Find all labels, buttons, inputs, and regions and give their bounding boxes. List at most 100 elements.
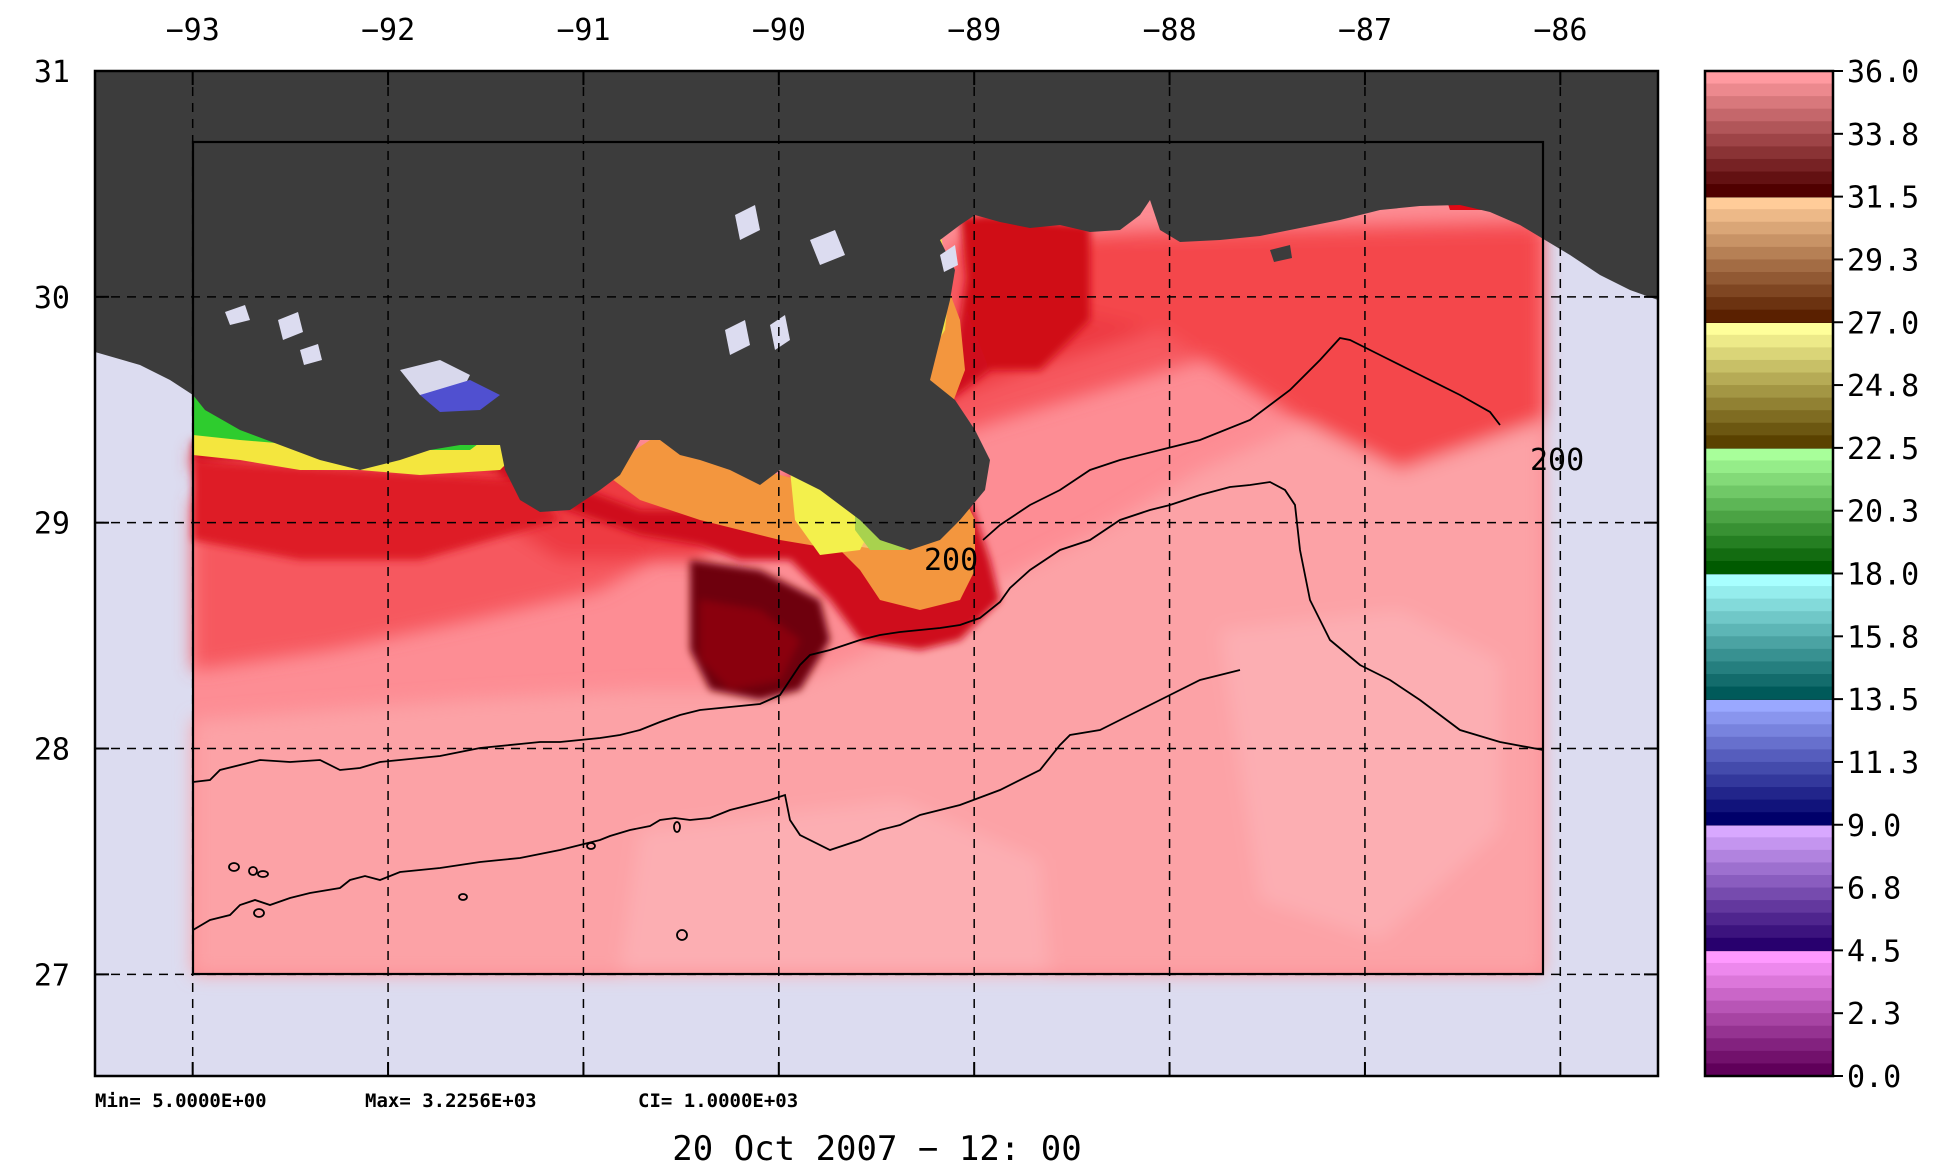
lat-tick-label: 31: [34, 55, 70, 90]
colorbar-label: 27.0: [1847, 306, 1919, 341]
lon-tick-label: −89: [947, 13, 1001, 48]
lon-tick-label: −90: [752, 13, 806, 48]
stat-max: Max= 3.2256E+03: [365, 1090, 537, 1112]
colorbar-step: [1705, 787, 1833, 801]
colorbar: 36.0 33.8 31.5 29.3 27.0 24.8 22.5 20.3 18.0 15.8…: [1703, 55, 1919, 1095]
colorbar-label: 20.3: [1847, 495, 1919, 530]
colorbar-step: [1705, 259, 1833, 273]
stat-min: Min= 5.0000E+00: [95, 1090, 267, 1112]
contour-label-200-west: 200: [924, 543, 978, 578]
colorbar-step: [1705, 171, 1833, 185]
colorbar-label: 31.5: [1847, 181, 1919, 216]
colorbar-step: [1705, 736, 1833, 750]
colorbar-step: [1705, 83, 1833, 97]
colorbar-label: 22.5: [1847, 432, 1919, 467]
colorbar-step: [1705, 598, 1833, 612]
colorbar-step: [1705, 900, 1833, 914]
colorbar-step: [1705, 246, 1833, 261]
colorbar-step: [1705, 950, 1833, 964]
isobath-contours: [192, 337, 1544, 941]
colorbar-step: [1705, 875, 1833, 889]
colorbar-step: [1705, 372, 1833, 386]
isobath-200-west: [192, 481, 1544, 783]
colorbar-step: [1705, 674, 1833, 688]
colorbar-step: [1705, 397, 1833, 411]
colorbar-label: 13.5: [1847, 683, 1919, 718]
colorbar-step: [1705, 799, 1833, 813]
lat-tick-label: 28: [34, 733, 70, 768]
colorbar-step: [1705, 498, 1833, 512]
colorbar-step: [1705, 96, 1833, 110]
colorbar-step: [1705, 523, 1833, 537]
colorbar-step: [1705, 1038, 1833, 1052]
colorbar-step: [1705, 309, 1833, 323]
colorbar-step: [1705, 196, 1833, 210]
colorbar-step: [1705, 724, 1833, 738]
lon-tick-label: −93: [166, 13, 220, 48]
colorbar-step: [1705, 1013, 1833, 1027]
land-mass: [95, 71, 1658, 550]
map-frame: [93, 69, 1660, 1078]
lon-tick-label: −86: [1533, 13, 1587, 48]
colorbar-bands: [1705, 70, 1833, 1077]
colorbar-label: 24.8: [1847, 369, 1919, 404]
colorbar-step: [1705, 560, 1833, 575]
colorbar-step: [1705, 573, 1833, 587]
isobath-deep: [192, 669, 1241, 931]
colorbar-step: [1705, 686, 1833, 700]
contour-label-200-east: 200: [1530, 443, 1584, 478]
colorbar-step: [1705, 297, 1833, 311]
colorbar-label: 33.8: [1847, 118, 1919, 153]
colorbar-step: [1705, 849, 1833, 864]
colorbar-step: [1705, 912, 1833, 926]
colorbar-step: [1705, 322, 1833, 336]
colorbar-step: [1705, 975, 1833, 989]
lat-tick-label: 27: [34, 958, 70, 993]
colorbar-label: 36.0: [1847, 55, 1919, 90]
colorbar-step: [1705, 385, 1833, 399]
colorbar-step: [1705, 359, 1833, 374]
colorbar-label: 18.0: [1847, 558, 1919, 593]
colorbar-step: [1705, 184, 1833, 198]
inland-water: [225, 205, 1292, 412]
colorbar-step: [1705, 334, 1833, 348]
colorbar-step: [1705, 535, 1833, 549]
lon-tick-label: −91: [556, 13, 610, 48]
colorbar-step: [1705, 925, 1833, 939]
colorbar-label: 6.8: [1847, 872, 1901, 907]
lon-tick-label: −88: [1142, 13, 1196, 48]
colorbar-step: [1705, 648, 1833, 663]
colorbar-step: [1705, 158, 1833, 173]
lat-tick-label: 29: [34, 507, 70, 542]
colorbar-step: [1705, 962, 1833, 977]
salinity-field: [193, 142, 1543, 974]
colorbar-step: [1705, 1025, 1833, 1039]
colorbar-step: [1705, 812, 1833, 826]
lon-tick-label: −87: [1338, 13, 1392, 48]
lat-tick-label: 30: [34, 281, 70, 316]
colorbar-step: [1705, 611, 1833, 625]
colorbar-step: [1705, 71, 1833, 85]
colorbar-step: [1705, 133, 1833, 147]
colorbar-step: [1705, 887, 1833, 901]
colorbar-step: [1705, 447, 1833, 462]
colorbar-step: [1705, 623, 1833, 637]
isobath-200-east: [982, 337, 1501, 541]
colorbar-step: [1705, 774, 1833, 788]
colorbar-step: [1705, 1050, 1833, 1065]
colorbar-step: [1705, 548, 1833, 562]
colorbar-step: [1705, 862, 1833, 876]
colorbar-step: [1705, 988, 1833, 1002]
colorbar-step: [1705, 234, 1833, 248]
colorbar-label: 29.3: [1847, 243, 1919, 278]
colorbar-label: 4.5: [1847, 934, 1901, 969]
map-timestamp: 20 Oct 2007 − 12: 00: [672, 1129, 1081, 1169]
colorbar-step: [1705, 108, 1833, 122]
graticule: [95, 71, 1658, 1076]
colorbar-step: [1705, 284, 1833, 298]
colorbar-step: [1705, 711, 1833, 725]
colorbar-step: [1705, 209, 1833, 223]
colorbar-step: [1705, 410, 1833, 424]
colorbar-step: [1705, 761, 1833, 776]
